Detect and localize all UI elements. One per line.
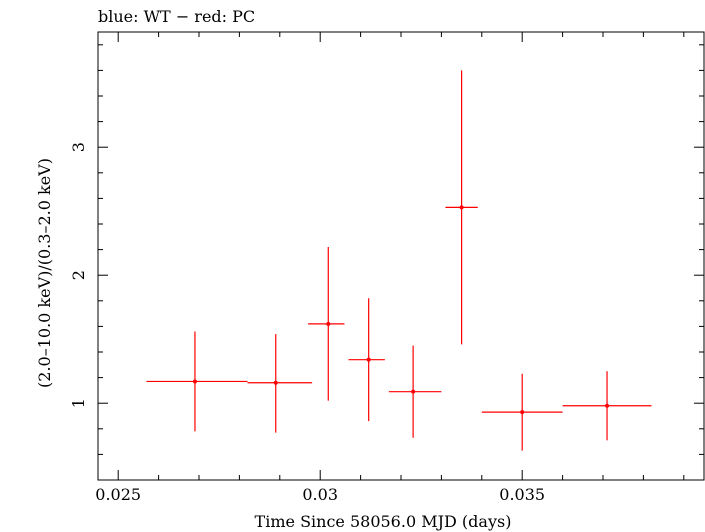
y-tick-label: 1: [69, 398, 88, 408]
y-axis-label: (2.0–10.0 keV)/(0.3–2.0 keV): [35, 158, 54, 388]
data-point: [388, 345, 442, 438]
data-marker: [459, 205, 464, 210]
data-marker: [192, 379, 197, 384]
x-axis-label: Time Since 58056.0 MJD (days): [255, 512, 512, 531]
y-tick-label: 2: [69, 270, 88, 280]
x-tick-label: 0.035: [499, 485, 545, 504]
data-point: [348, 298, 385, 422]
data-point: [481, 373, 563, 451]
data-point: [146, 331, 248, 432]
data-marker: [605, 403, 610, 408]
data-point: [247, 334, 313, 433]
data-marker: [411, 389, 416, 394]
y-axis-tick-labels: 1 2 3: [69, 142, 88, 408]
x-tick-label: 0.03: [302, 485, 338, 504]
data-marker: [326, 321, 331, 326]
data-marker: [520, 410, 525, 415]
data-series: [146, 70, 652, 451]
x-axis-tick-labels: 0.025 0.03 0.035: [95, 485, 545, 504]
y-axis-ticks: [98, 44, 704, 481]
data-marker: [366, 357, 371, 362]
x-axis-ticks: [117, 32, 685, 480]
data-marker: [273, 380, 278, 385]
y-tick-label: 3: [69, 142, 88, 152]
data-point: [445, 70, 478, 345]
plot-frame: [97, 31, 705, 481]
data-point: [562, 371, 652, 441]
data-point: [308, 247, 345, 401]
x-tick-label: 0.025: [95, 485, 141, 504]
chart-title: blue: WT − red: PC: [98, 7, 255, 26]
